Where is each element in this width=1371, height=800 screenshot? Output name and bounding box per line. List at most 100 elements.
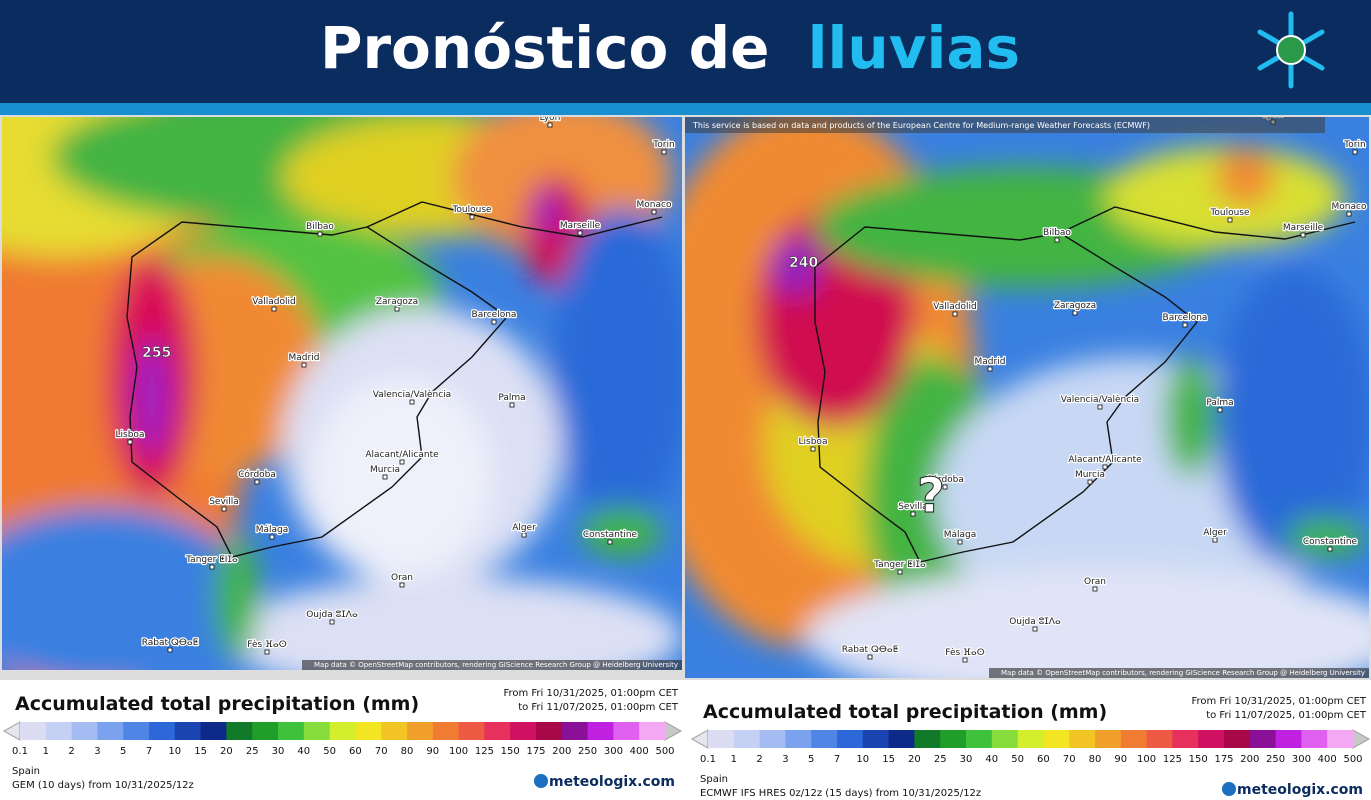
precip-area (770, 237, 820, 297)
city-label: Torin (1343, 140, 1365, 150)
city-label: Barcelona (472, 310, 517, 320)
city-label: Palma (498, 393, 525, 403)
precip-area (533, 187, 561, 237)
city-marker (167, 647, 173, 653)
scale-label: 200 (1240, 754, 1259, 765)
city-marker (301, 362, 307, 368)
city-label: Valladolid (252, 297, 295, 307)
legend-ecmwf: Accumulated total precipitation (mm) From… (690, 696, 1371, 799)
city-marker (1300, 232, 1306, 238)
city-label: Málaga (944, 530, 977, 540)
scale-swatch (940, 730, 967, 748)
scale-swatch (1095, 730, 1122, 748)
city-label: Oran (1084, 577, 1106, 587)
scale-swatch (914, 730, 941, 748)
brand-icon (1222, 782, 1236, 796)
scale-label: 15 (194, 746, 207, 757)
coastline (126, 201, 663, 558)
scale-swatch (149, 722, 176, 740)
coastline (814, 206, 1356, 563)
city-label: Madrid (975, 357, 1006, 367)
scale-label: 2 (756, 754, 762, 765)
scale-label: 125 (1163, 754, 1182, 765)
scale-label: 15 (882, 754, 895, 765)
scale-label: 3 (94, 746, 100, 757)
city-marker (957, 539, 963, 545)
city-marker (521, 532, 527, 538)
city-marker (1072, 310, 1078, 316)
city-marker (962, 657, 968, 663)
city-marker (1054, 237, 1060, 243)
scale-label: 2 (68, 746, 74, 757)
scale-label: 90 (426, 746, 439, 757)
city-label: Alacant/Alicante (1068, 455, 1142, 465)
city-marker (271, 306, 277, 312)
scale-swatch (536, 722, 563, 740)
scale-swatch (1017, 730, 1044, 748)
model-info: ECMWF IFS HRES 0z/12z (15 days) from 10/… (700, 788, 981, 799)
city-label: Rabat ⵕⴱⴰⵟ (142, 638, 199, 648)
scale-label: 70 (1063, 754, 1076, 765)
title-highlight: lluvias (808, 14, 1020, 82)
scale-swatch (1172, 730, 1199, 748)
city-marker (577, 230, 583, 236)
scale-label: 100 (1137, 754, 1156, 765)
scale-swatch (561, 722, 589, 740)
city-label: Marseille (1283, 223, 1324, 233)
city-marker (897, 569, 903, 575)
city-marker (810, 446, 816, 452)
precip-field (2, 117, 682, 670)
scale-swatch (407, 722, 434, 740)
scale-swatch (587, 722, 614, 740)
scale-swatch (862, 730, 890, 748)
city-marker (1346, 211, 1352, 217)
city-marker (329, 619, 335, 625)
precip-area (2, 507, 252, 670)
city-label: Monaco (1332, 202, 1367, 212)
attribution: Map data © OpenStreetMap contributors, r… (314, 661, 678, 669)
city-label: Alger (1203, 528, 1227, 538)
scale-label: 150 (1189, 754, 1208, 765)
scale-swatch (1146, 730, 1173, 748)
scale-swatch (355, 722, 382, 740)
scale-label: 400 (630, 746, 649, 757)
brand: meteologix.com (549, 774, 675, 790)
city-label: Sevilla (209, 497, 239, 507)
city-label: Málaga (256, 525, 289, 535)
scale-label: 0.1 (700, 754, 716, 765)
city-marker (1227, 217, 1233, 223)
city-marker (942, 484, 948, 490)
scale-label: 70 (375, 746, 388, 757)
legend-to: to Fri 11/07/2025, 01:00pm CET (1206, 710, 1367, 721)
scale-swatch (432, 722, 460, 740)
city-marker (127, 439, 133, 445)
city-label: Murcia (1075, 470, 1105, 480)
city-marker (382, 474, 388, 480)
city-label: Sevilla (898, 502, 928, 512)
notice: This service is based on data and produc… (692, 121, 1150, 130)
title-start: Pronóstico de (320, 14, 770, 82)
city-label: Monaco (637, 200, 672, 210)
city-marker (399, 582, 405, 588)
scale-swatch (200, 722, 227, 740)
map-ecmwf: LyonTorinToulouseMonacoMarseilleBilbaoVa… (685, 117, 1369, 678)
scale-label: 10 (856, 754, 869, 765)
scale-swatch (226, 722, 253, 740)
peak-label: 240 (789, 255, 818, 271)
scale-swatch (837, 730, 864, 748)
precip-area (132, 337, 172, 457)
city-label: Oujda ⵓⵊⴷⴰ (306, 610, 358, 620)
city-label: Madrid (289, 353, 320, 363)
city-marker (1092, 586, 1098, 592)
scale-label: 1 (43, 746, 49, 757)
city-marker (1212, 537, 1218, 543)
scale-label: 300 (1292, 754, 1311, 765)
scale-label: 5 (120, 746, 126, 757)
city-label: Tanger ⵟⵏⵊⴰ (185, 555, 238, 565)
city-marker (317, 231, 323, 237)
city-label: Torin (652, 140, 674, 150)
page-title: Pronóstico de lluvias (320, 14, 1020, 82)
city-marker (469, 214, 475, 220)
